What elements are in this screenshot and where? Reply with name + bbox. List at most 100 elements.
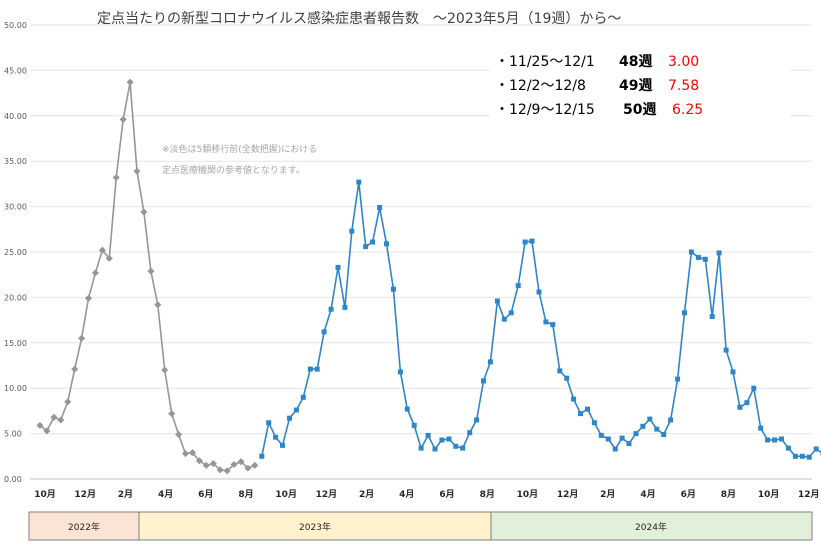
data-point [251, 461, 259, 469]
data-point [474, 417, 480, 423]
data-point [175, 430, 183, 439]
data-point [377, 205, 383, 210]
data-point [266, 420, 272, 426]
data-point [598, 432, 604, 438]
data-point [287, 415, 292, 421]
data-point [84, 294, 93, 302]
data-point [209, 460, 217, 468]
data-point [98, 246, 106, 254]
data-point [216, 466, 224, 474]
data-point [487, 359, 493, 365]
x-tick-label: 12月 [798, 489, 820, 500]
data-point [515, 283, 521, 289]
data-point [543, 319, 549, 325]
series-reference [36, 78, 259, 475]
x-tick-label: 2月 [359, 489, 374, 500]
data-point [605, 436, 611, 442]
legend-background [490, 42, 790, 122]
legend-range-2: ・12/2～12/8 [495, 78, 586, 94]
y-tick-label: 20.00 [4, 293, 27, 302]
data-point [654, 426, 660, 432]
x-axis: 10月 12月 2月 4月 6月 8月 10月 12月 2月 4月 6月 8月 10月 12月 2月 4月 6月… [34, 489, 819, 500]
x-tick-label: 12月 [74, 489, 96, 500]
data-point [737, 404, 743, 410]
data-point [57, 416, 65, 424]
year-label-2022: 2022年 [68, 521, 100, 533]
data-point [161, 366, 169, 374]
data-point [259, 453, 265, 459]
data-point [91, 269, 99, 277]
data-point [467, 430, 473, 436]
legend-range-3: ・12/9～12/15 [495, 102, 595, 118]
data-point [411, 422, 417, 428]
data-point [536, 289, 542, 295]
data-point [633, 431, 639, 437]
data-point [723, 347, 729, 353]
legend-week-2: 49週 [619, 78, 652, 94]
data-point [181, 450, 190, 458]
data-point [564, 375, 570, 381]
x-tick-label: 10月 [34, 489, 56, 500]
data-point [105, 254, 113, 262]
y-axis: 0.00 5.00 10.00 15.00 20.00 25.00 30.00 35.00 40… [4, 21, 27, 484]
data-point [397, 369, 403, 375]
y-tick-label: 5.00 [4, 430, 22, 439]
legend-week-1: 48週 [619, 54, 652, 70]
data-point [765, 437, 771, 443]
data-point [112, 173, 120, 182]
data-point [585, 406, 590, 412]
data-point [661, 432, 667, 437]
data-point [640, 423, 646, 429]
data-point [688, 249, 694, 255]
data-point [494, 298, 500, 304]
legend-range-1: ・11/25～12/1 [495, 54, 595, 70]
data-point [168, 410, 176, 418]
y-tick-label: 35.00 [4, 157, 27, 166]
data-point [432, 446, 438, 452]
data-point [799, 453, 805, 459]
data-point [280, 442, 285, 448]
data-point [195, 457, 203, 465]
data-point [730, 369, 736, 375]
x-tick-label: 8月 [238, 489, 253, 500]
data-point [154, 301, 162, 309]
data-point [370, 239, 376, 245]
data-point [647, 416, 653, 422]
data-point [675, 376, 681, 382]
legend-value-1: 3.00 [668, 54, 699, 70]
series-line [39, 82, 256, 472]
y-tick-label: 50.00 [4, 21, 27, 30]
data-point [772, 437, 778, 443]
y-tick-label: 45.00 [4, 66, 27, 75]
data-point [321, 329, 327, 335]
data-point [578, 411, 583, 417]
note-line-2: 定点医療機関の参考値となります。 [162, 164, 305, 176]
data-point [147, 267, 155, 275]
data-point [300, 394, 306, 400]
data-point [439, 437, 445, 443]
x-tick-label: 12月 [557, 489, 579, 500]
x-tick-label: 6月 [681, 489, 696, 500]
data-point [522, 239, 528, 245]
x-tick-label: 10月 [275, 489, 297, 500]
series-sentinel [259, 179, 821, 460]
x-tick-label: 4月 [158, 489, 173, 500]
data-point [619, 435, 625, 441]
data-point [709, 314, 715, 319]
data-point [133, 167, 141, 175]
data-point [188, 449, 197, 457]
data-point [363, 244, 369, 250]
data-point [314, 366, 320, 372]
year-label-2024: 2024年 [635, 521, 667, 533]
data-point [481, 378, 486, 384]
y-tick-label: 0.00 [4, 475, 22, 484]
data-point [342, 304, 348, 310]
x-tick-label: 4月 [640, 489, 655, 500]
data-point [404, 406, 410, 412]
series-line [261, 181, 821, 459]
note-line-1: ※淡色は5類移行前(全数把握)における [162, 143, 317, 155]
data-point [792, 453, 798, 459]
y-tick-label: 30.00 [4, 203, 27, 212]
chart-gridlines [30, 24, 812, 435]
